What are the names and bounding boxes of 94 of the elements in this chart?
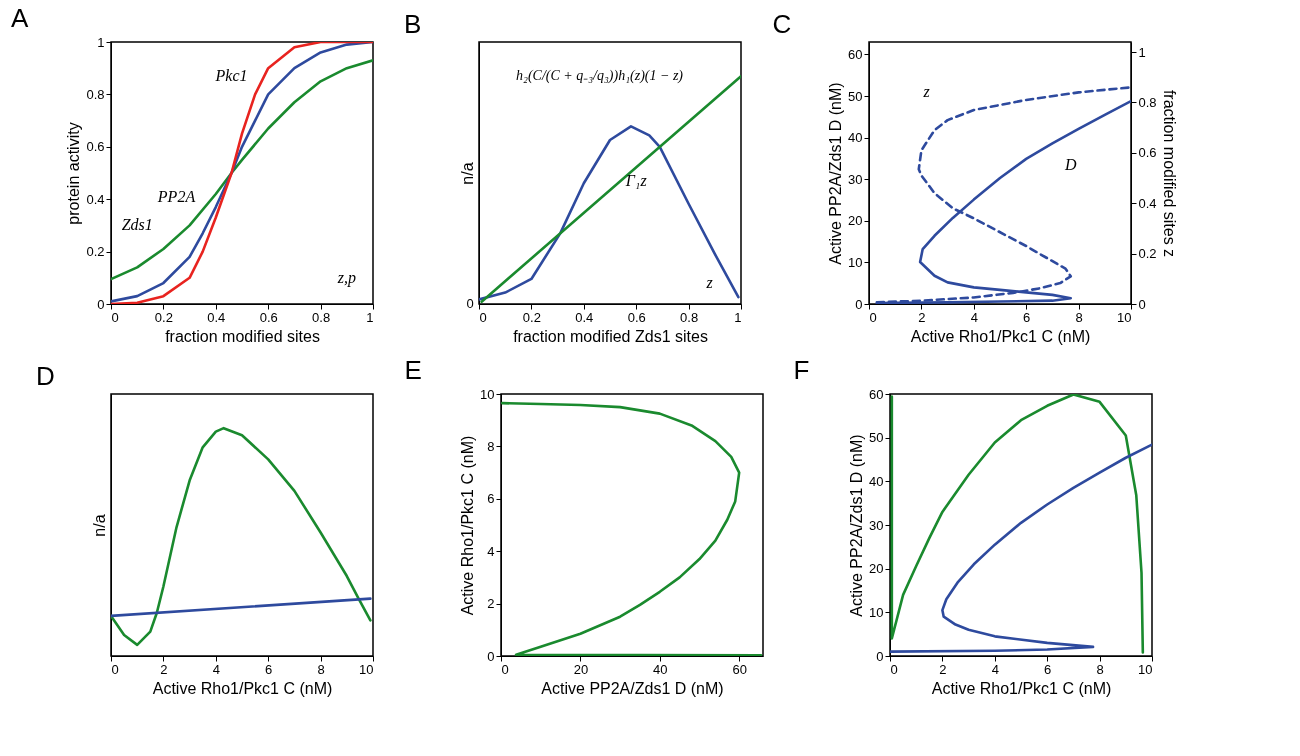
x-tick-label: 4 [991, 661, 999, 677]
y2-tick-label: 0.4 [1138, 195, 1157, 211]
y-tick-label: 60 [869, 386, 884, 402]
y-tick-label: 20 [869, 561, 884, 577]
x-tick-label: 2 [918, 309, 926, 325]
chart-title: D [36, 361, 55, 391]
chart-title: E [404, 355, 422, 385]
x-tick-label: 0.4 [207, 309, 226, 325]
annotation: z,p [336, 268, 356, 287]
x-tick-label: 0 [890, 661, 898, 677]
y-tick-label: 0.8 [86, 86, 105, 102]
y-tick-label: 50 [848, 88, 863, 104]
x-tick-label: 0.6 [259, 309, 278, 325]
line-series [890, 443, 1152, 653]
y-tick-label: 0.2 [86, 244, 105, 260]
y-axis-title: n/a [458, 162, 476, 185]
x-tick-label: 0.8 [312, 309, 331, 325]
x-tick-label: 6 [1023, 309, 1031, 325]
x-tick-label: 2 [939, 661, 947, 677]
y-tick-label: 40 [848, 130, 863, 146]
x-tick-label: 6 [1044, 661, 1052, 677]
x-axis-title: Active PP2A/Zds1 D (nM) [541, 679, 724, 697]
y-tick-label: 4 [487, 543, 495, 559]
x-tick-label: 0.8 [680, 309, 699, 325]
y-tick-label: 0 [97, 296, 105, 312]
x-tick-label: 8 [1096, 661, 1104, 677]
annotation: Pkc1 [214, 67, 248, 85]
y-tick-label: 30 [848, 171, 863, 187]
y-tick-label: 2 [487, 596, 495, 612]
y2-tick-label: 1 [1138, 44, 1146, 60]
y-tick-label: 10 [848, 254, 863, 270]
x-axis-title: fraction modified Zds1 sites [513, 327, 708, 345]
chart-title: C [772, 9, 792, 39]
annotation: PP2A [156, 187, 196, 205]
annotation: h₂(C/(C + q₋₃/q₃))h₁(z)(1 − z) [516, 68, 684, 85]
y-axis-title: Active PP2A/Zds1 D (nM) [848, 434, 866, 617]
y2-tick-label: 0.2 [1138, 246, 1157, 262]
y-tick-label: 0 [855, 296, 863, 312]
annotation: z [922, 82, 931, 100]
x-tick-label: 40 [653, 661, 668, 677]
y-tick-label: 10 [869, 604, 884, 620]
x-tick-label: 20 [573, 661, 589, 677]
x-tick-label: 0.4 [575, 309, 594, 325]
x-tick-label: 0 [501, 661, 509, 677]
x-tick-label: 0 [111, 309, 119, 325]
x-tick-label: 6 [265, 661, 273, 677]
y-axis-title: protein activity [65, 122, 83, 225]
y-tick-label: 6 [487, 491, 495, 507]
y-tick-label: 0.4 [86, 191, 105, 207]
x-tick-label: 4 [970, 309, 978, 325]
annotation: Zds1 [121, 216, 153, 234]
x-tick-label: 10 [359, 661, 374, 677]
y2-tick-label: 0.8 [1138, 94, 1157, 110]
annotation: z [705, 274, 714, 292]
y-tick-label: 60 [848, 46, 863, 62]
x-axis-title: Active Rho1/Pkc1 C (nM) [931, 679, 1112, 697]
x-tick-label: 10 [1138, 661, 1153, 677]
annotation: Γ₁z [624, 171, 648, 189]
y2-tick-label: 0.6 [1138, 145, 1157, 161]
y-tick-label: 20 [848, 213, 863, 229]
x-tick-label: 0 [111, 661, 119, 677]
x-tick-label: 2 [160, 661, 168, 677]
y-tick-label: 10 [480, 386, 495, 402]
x-tick-label: 1 [366, 309, 374, 325]
x-axis-title: Active Rho1/Pkc1 C (nM) [152, 679, 333, 697]
y-axis-title: Active Rho1/Pkc1 C (nM) [459, 435, 477, 616]
y-tick-label: 0 [487, 648, 495, 664]
y-tick-label: 50 [869, 430, 884, 446]
x-tick-label: 4 [212, 661, 220, 677]
annotation: D [1063, 156, 1077, 174]
y-tick-label: 8 [487, 438, 495, 454]
chart-title: A [10, 3, 29, 33]
x-axis-title: fraction modified sites [165, 327, 320, 345]
y-tick-label: 30 [869, 517, 884, 533]
x-tick-label: 8 [317, 661, 325, 677]
y2-axis-title: fraction modified sites z [1160, 89, 1178, 258]
text: 0 [466, 296, 474, 311]
chart-title: F [793, 355, 810, 385]
x-tick-label: 8 [1075, 309, 1083, 325]
x-tick-label: 1 [734, 309, 742, 325]
x-tick-label: 60 [732, 661, 747, 677]
x-axis-title: Active Rho1/Pkc1 C (nM) [910, 327, 1091, 345]
y-tick-label: 0.6 [86, 139, 105, 155]
x-tick-label: 0.2 [154, 309, 173, 325]
chart-title: B [404, 9, 422, 39]
y-tick-label: 1 [97, 34, 105, 50]
y-axis-title: Active PP2A/Zds1 D (nM) [827, 82, 845, 265]
x-tick-label: 0.2 [522, 309, 541, 325]
x-tick-label: 10 [1117, 309, 1132, 325]
y-tick-label: 0 [876, 648, 884, 664]
y-axis-title: n/a [90, 514, 108, 537]
x-tick-label: 0.6 [627, 309, 646, 325]
y-tick-label: 40 [869, 473, 884, 489]
y2-tick-label: 0 [1138, 296, 1146, 312]
